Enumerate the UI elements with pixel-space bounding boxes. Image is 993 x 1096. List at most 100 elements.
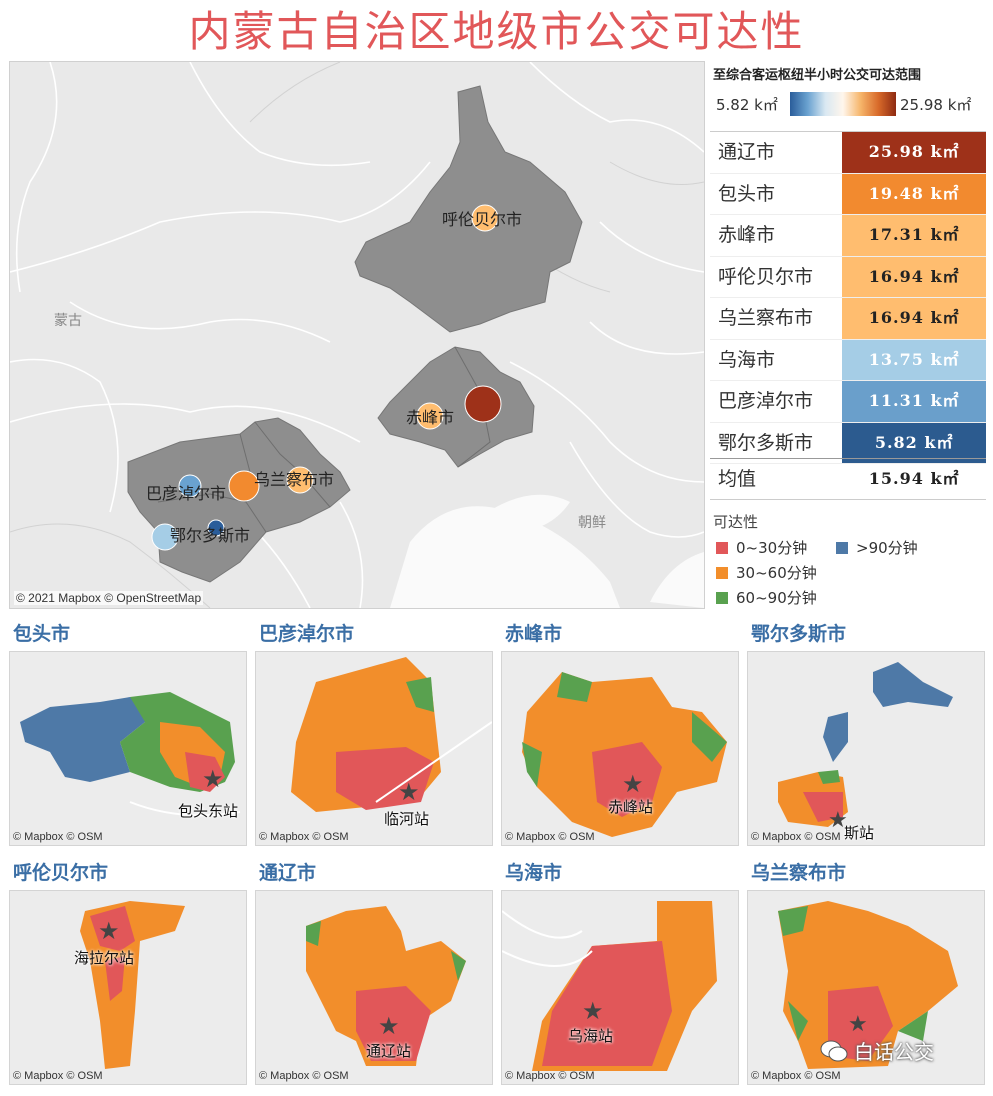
city-dot-tongliao[interactable] xyxy=(464,385,502,423)
legend-item-0-30[interactable]: 0~30分钟 xyxy=(716,537,807,558)
small-map-title: 赤峰市 xyxy=(505,623,563,645)
small-map-title: 乌海市 xyxy=(505,862,563,884)
station-label: 海拉尔站 xyxy=(74,949,135,967)
wechat-icon xyxy=(820,1040,848,1061)
small-map-title: 巴彦淖尔市 xyxy=(259,623,355,645)
ranking-city: 赤峰市 xyxy=(718,224,776,246)
small-map-tongliao[interactable]: ★ 通辽站 © Mapbox © OSM xyxy=(255,890,493,1085)
ranking-city: 鄂尔多斯市 xyxy=(718,431,814,454)
city-dot-chifeng[interactable] xyxy=(416,402,444,430)
legend-label: >90分钟 xyxy=(856,539,918,557)
isochrone-baotou: ★ xyxy=(20,692,241,817)
small-map-attribution[interactable]: © Mapbox © OSM xyxy=(751,1070,841,1082)
city-label-chifeng: 赤峰市 xyxy=(406,408,455,427)
small-map-title: 鄂尔多斯市 xyxy=(751,623,847,645)
legend-label: 30~60分钟 xyxy=(736,564,817,582)
legend-title: 至综合客运枢纽半小时公交可达范围 xyxy=(713,68,922,83)
country-label-korea: 朝鲜 xyxy=(578,515,606,531)
isochrone-bayannur: ★ xyxy=(291,657,492,812)
isochrone-wuhai: ★ xyxy=(502,901,717,1071)
ranking-row[interactable]: 乌兰察布市 16.94 k㎡ xyxy=(710,298,986,340)
small-map-attribution[interactable]: © Mapbox © OSM xyxy=(259,1070,349,1082)
legend-item-over-90[interactable]: >90分钟 xyxy=(836,537,918,558)
svg-text:★: ★ xyxy=(828,808,848,833)
isochrone-tongliao: ★ xyxy=(306,906,466,1066)
ranking-row[interactable]: 巴彦淖尔市 11.31 k㎡ xyxy=(710,381,986,423)
ranking-row[interactable]: 乌海市 13.75 k㎡ xyxy=(710,339,986,381)
main-map[interactable]: 蒙古 朝鲜 呼伦贝尔市 赤峰市 乌兰察布市 巴彦淖尔市 鄂尔多斯市 © 2021… xyxy=(9,61,705,609)
station-label: 临河站 xyxy=(384,810,430,828)
small-map-ulanqab[interactable]: ★ © Mapbox © OSM xyxy=(747,890,985,1085)
legend-min: 5.82 k㎡ xyxy=(716,96,778,114)
legend-gradient-bar xyxy=(790,92,896,116)
city-dot-wuhai[interactable] xyxy=(207,519,225,537)
city-dot-bayannur[interactable] xyxy=(178,474,202,498)
mean-label: 均值 xyxy=(718,468,757,490)
city-label-ordos: 鄂尔多斯市 xyxy=(170,526,251,545)
legend-swatch xyxy=(836,541,848,554)
isochrone-ulanqab: ★ xyxy=(778,901,958,1069)
ranking-value: 19.48 k㎡ xyxy=(842,173,986,214)
ranking-value: 16.94 k㎡ xyxy=(842,256,986,297)
watermark: 白话公交 xyxy=(820,1036,934,1065)
small-map-title: 通辽市 xyxy=(259,862,317,884)
ranking-value: 25.98 k㎡ xyxy=(842,132,986,173)
isochrone-ordos: ★ xyxy=(778,662,953,833)
ranking-value: 17.31 k㎡ xyxy=(842,215,986,256)
legend-max: 25.98 k㎡ xyxy=(900,96,972,114)
station-label: 斯站 xyxy=(844,824,875,842)
legend-item-60-90[interactable]: 60~90分钟 xyxy=(716,587,817,608)
small-map-title: 乌兰察布市 xyxy=(751,862,847,884)
city-dot-ordos[interactable] xyxy=(151,523,179,551)
legend-label: 60~90分钟 xyxy=(736,589,817,607)
small-map-wuhai[interactable]: ★ 乌海站 © Mapbox © OSM xyxy=(501,890,739,1085)
small-map-attribution[interactable]: © Mapbox © OSM xyxy=(505,831,595,843)
accessibility-legend-title: 可达性 xyxy=(713,513,759,531)
small-map-bayannur[interactable]: ★ 临河站 © Mapbox © OSM xyxy=(255,651,493,846)
ranking-city: 乌兰察布市 xyxy=(718,307,814,329)
ranking-city: 通辽市 xyxy=(718,141,776,163)
ranking-row[interactable]: 呼伦贝尔市 16.94 k㎡ xyxy=(710,256,986,298)
svg-text:★: ★ xyxy=(848,1012,868,1037)
small-map-attribution[interactable]: © Mapbox © OSM xyxy=(259,831,349,843)
city-label-ulanqab: 乌兰察布市 xyxy=(254,470,335,489)
small-map-attribution[interactable]: © Mapbox © OSM xyxy=(13,831,103,843)
small-map-attribution[interactable]: © Mapbox © OSM xyxy=(751,831,841,843)
mean-value: 15.94 k㎡ xyxy=(868,469,960,488)
ranking-value: 5.82 k㎡ xyxy=(842,422,986,463)
ranking-row[interactable]: 赤峰市 17.31 k㎡ xyxy=(710,215,986,257)
city-dot-ulanqab[interactable] xyxy=(286,466,314,494)
small-map-hulunbuir[interactable]: ★ 海拉尔站 © Mapbox © OSM xyxy=(9,890,247,1085)
mean-row: 均值 15.94 k㎡ xyxy=(710,458,986,500)
station-label: 通辽站 xyxy=(366,1042,412,1060)
city-label-hulunbuir: 呼伦贝尔市 xyxy=(442,210,523,229)
small-map-baotou[interactable]: ★ 包头东站 © Mapbox © OSM xyxy=(9,651,247,846)
country-label-mongolia: 蒙古 xyxy=(54,313,82,329)
watermark-text: 白话公交 xyxy=(854,1040,934,1064)
ranking-city: 巴彦淖尔市 xyxy=(718,390,814,412)
ranking-row[interactable]: 通辽市 25.98 k㎡ xyxy=(710,132,986,174)
ranking-value: 13.75 k㎡ xyxy=(842,339,986,380)
ranking-city: 呼伦贝尔市 xyxy=(718,265,814,288)
small-map-title: 呼伦贝尔市 xyxy=(13,862,109,884)
city-dot-hulunbuir[interactable] xyxy=(471,204,499,232)
ranking-table: 通辽市 25.98 k㎡ 包头市 19.48 k㎡ 赤峰市 17.31 k㎡ 呼… xyxy=(710,131,986,464)
station-label: 赤峰站 xyxy=(608,798,654,816)
map-attribution[interactable]: © 2021 Mapbox © OpenStreetMap xyxy=(14,591,204,605)
city-dot-baotou[interactable] xyxy=(228,470,260,502)
svg-text:★: ★ xyxy=(378,1012,400,1040)
small-map-chifeng[interactable]: ★ 赤峰站 © Mapbox © OSM xyxy=(501,651,739,846)
small-map-ordos[interactable]: ★ 斯站 © Mapbox © OSM xyxy=(747,651,985,846)
legend-swatch xyxy=(716,566,728,579)
legend-swatch xyxy=(716,541,728,554)
small-map-attribution[interactable]: © Mapbox © OSM xyxy=(13,1070,103,1082)
svg-text:★: ★ xyxy=(98,917,120,945)
small-map-title: 包头市 xyxy=(13,623,71,645)
ranking-row[interactable]: 鄂尔多斯市 5.82 k㎡ xyxy=(710,422,986,464)
ranking-row[interactable]: 包头市 19.48 k㎡ xyxy=(710,173,986,215)
legend-item-30-60[interactable]: 30~60分钟 xyxy=(716,562,817,583)
svg-text:★: ★ xyxy=(622,770,644,798)
ranking-value: 11.31 k㎡ xyxy=(842,381,986,422)
small-map-attribution[interactable]: © Mapbox © OSM xyxy=(505,1070,595,1082)
page-title: 内蒙古自治区地级市公交可达性 xyxy=(188,7,805,56)
